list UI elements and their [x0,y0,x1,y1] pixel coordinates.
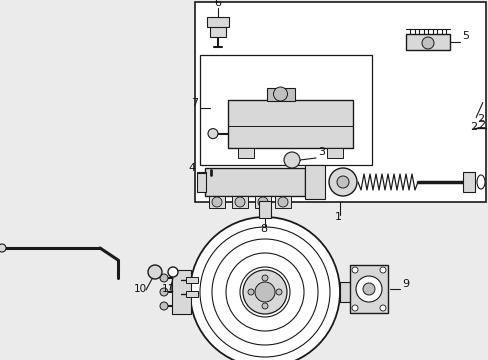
Circle shape [262,275,267,281]
Circle shape [355,276,381,302]
Text: 2: 2 [477,120,484,130]
Text: 2: 2 [469,122,476,132]
Circle shape [379,267,385,273]
Text: 7: 7 [191,98,198,108]
Bar [462,172,474,192]
Circle shape [207,129,218,139]
Circle shape [254,282,274,302]
Bar [197,172,205,192]
Text: 10: 10 [134,284,147,294]
Bar [238,148,253,158]
Circle shape [148,265,162,279]
Text: 5: 5 [461,31,468,41]
Circle shape [243,270,286,314]
Bar [254,196,270,208]
Circle shape [278,197,287,207]
Text: 2: 2 [476,114,483,124]
Bar [266,88,294,101]
Bar [326,148,342,158]
Circle shape [168,267,178,277]
Circle shape [258,197,267,207]
Bar [206,17,228,27]
Circle shape [336,176,348,188]
Bar [195,2,485,202]
Circle shape [275,289,282,295]
Circle shape [362,283,374,295]
Bar [208,196,224,208]
Circle shape [262,303,267,309]
Bar [204,168,305,196]
Circle shape [235,197,244,207]
Bar [405,34,449,50]
Circle shape [160,274,168,282]
Bar [231,196,247,208]
Bar [200,55,371,165]
Bar [185,277,198,283]
Text: 3: 3 [317,147,325,157]
Circle shape [421,37,433,49]
Bar [274,196,290,208]
Circle shape [160,302,168,310]
Circle shape [284,152,299,168]
Circle shape [351,267,357,273]
Text: 1: 1 [334,212,341,222]
Bar [209,25,225,37]
Text: 9: 9 [401,279,408,289]
Text: 8: 8 [260,224,266,234]
Circle shape [351,305,357,311]
Circle shape [328,168,356,196]
Circle shape [379,305,385,311]
Circle shape [247,289,253,295]
Text: –: – [475,122,481,132]
Bar [172,270,191,314]
Text: 6: 6 [214,0,221,8]
Circle shape [190,217,339,360]
Circle shape [273,87,287,101]
Circle shape [160,288,168,296]
Text: 4: 4 [187,163,195,173]
Bar [349,265,387,313]
Text: 11: 11 [162,284,175,294]
Bar [339,282,357,302]
Bar [259,201,270,218]
Circle shape [0,244,6,252]
Circle shape [212,197,222,207]
Bar [227,100,352,148]
Bar [185,291,198,297]
Bar [305,165,325,199]
